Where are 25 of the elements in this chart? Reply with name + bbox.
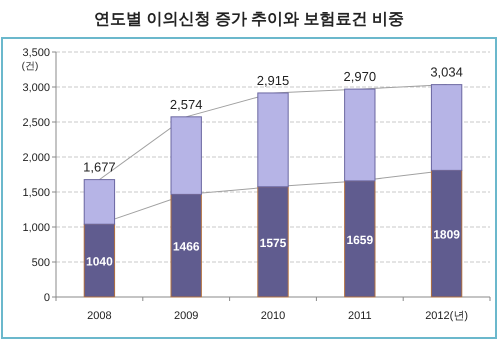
x-tick-label: 2010 xyxy=(260,310,286,322)
y-tick-label: 1,000 xyxy=(22,222,50,234)
y-tick-label: 2,500 xyxy=(22,117,50,129)
total-label: 2,574 xyxy=(170,96,202,112)
y-tick-label: 0 xyxy=(44,292,50,304)
total-label: 1,677 xyxy=(83,160,116,175)
y-tick-label: 500 xyxy=(32,257,50,269)
data-label: 1575 xyxy=(260,236,287,250)
data-label: 1040 xyxy=(86,254,114,269)
total-label: 2,915 xyxy=(256,72,290,88)
y-tick-label: 3,500 xyxy=(22,47,50,59)
chart-title: 연도별 이의신청 증가 추이와 보험료건 비중 xyxy=(94,11,404,28)
y-tick-label: 3,000 xyxy=(22,82,50,94)
data-label: 1809 xyxy=(433,228,460,242)
total-label: 3,034 xyxy=(430,64,463,80)
x-tick-label: 2011 xyxy=(348,310,372,322)
y-tick-label: 1,500 xyxy=(22,187,50,199)
y-axis-title: (건) xyxy=(22,61,38,72)
total-label: 2,970 xyxy=(344,69,376,84)
x-tick-label: 2009 xyxy=(174,310,198,322)
data-label: 1466 xyxy=(172,240,200,254)
x-tick-label: 2012(년) xyxy=(425,310,468,322)
x-tick-label: 2008 xyxy=(87,310,112,322)
y-tick-label: 2,000 xyxy=(22,152,50,164)
data-label: 1659 xyxy=(346,232,374,247)
